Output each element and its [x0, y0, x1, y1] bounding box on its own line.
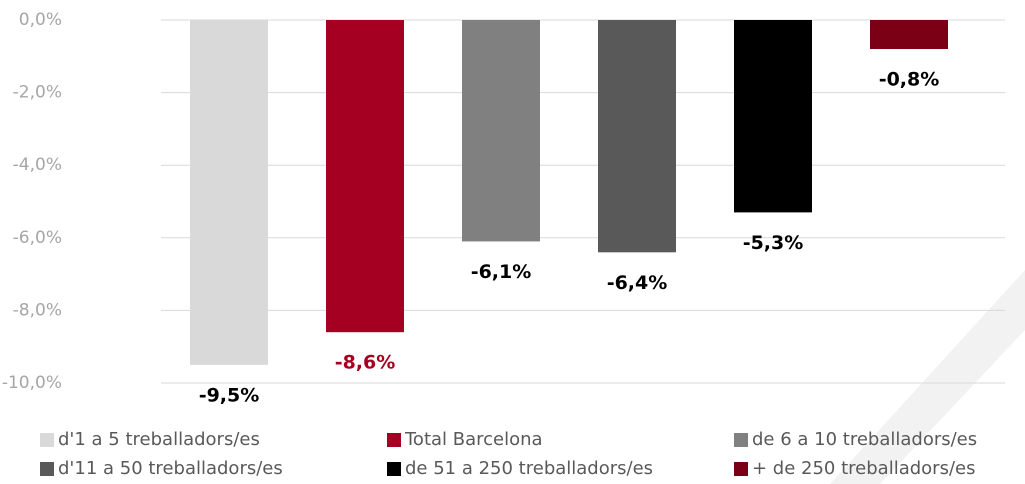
legend-label: de 51 a 250 treballadors/es	[405, 458, 653, 479]
legend-swatch	[40, 462, 54, 476]
y-tick-label: -8,0%	[13, 300, 62, 320]
bar	[734, 20, 812, 213]
legend-swatch	[387, 433, 401, 447]
data-label: -9,5%	[199, 384, 260, 406]
bar	[190, 20, 268, 365]
legend-swatch	[734, 462, 748, 476]
bar	[870, 20, 948, 50]
legend-swatch	[734, 433, 748, 447]
y-tick-label: -6,0%	[13, 228, 62, 248]
data-label: -0,8%	[879, 69, 940, 91]
decor-stripe	[830, 270, 1025, 484]
legend-swatch	[40, 433, 54, 447]
y-tick-label: 0,0%	[19, 10, 62, 30]
y-tick-label: -2,0%	[13, 83, 62, 103]
y-tick-label: -4,0%	[13, 155, 62, 175]
legend-swatch	[387, 462, 401, 476]
data-label: -6,4%	[607, 272, 668, 294]
data-label: -6,1%	[471, 261, 532, 283]
data-label: -8,6%	[335, 352, 396, 374]
bar	[326, 20, 404, 333]
y-tick-label: -10,0%	[2, 373, 62, 393]
bar	[598, 20, 676, 253]
data-label: -5,3%	[743, 232, 804, 254]
legend-label: d'1 a 5 treballadors/es	[58, 429, 260, 450]
legend-label: d'11 a 50 treballadors/es	[58, 458, 283, 479]
bar	[462, 20, 540, 242]
legend-label: de 6 a 10 treballadors/es	[752, 429, 977, 450]
legend-label: + de 250 treballadors/es	[752, 458, 975, 479]
legend-label: Total Barcelona	[404, 429, 543, 450]
